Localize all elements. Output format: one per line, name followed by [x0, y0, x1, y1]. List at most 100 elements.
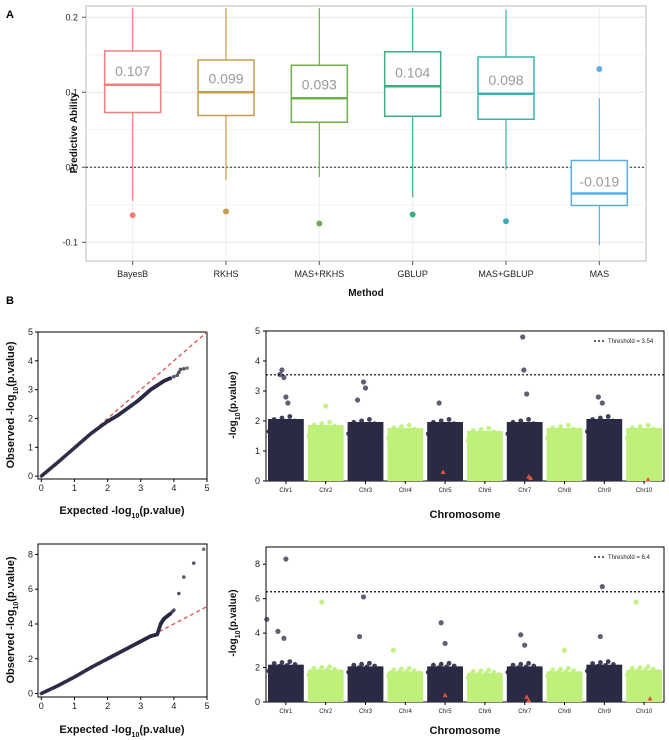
manhattan-top-snp-point: [489, 434, 494, 440]
boxplot-y-tick-label: 0.1: [65, 87, 78, 97]
qq-bottom-point: [177, 591, 181, 596]
manhattan-top-snp-point: [401, 433, 407, 439]
manhattan-bottom-peak-point: [518, 632, 524, 638]
manhattan-bottom-snp-point: [510, 662, 516, 668]
manhattan-top-snp-point: [316, 426, 322, 432]
manhattan-top-snp-point: [396, 429, 402, 435]
manhattan-top-snp-point: [585, 429, 590, 434]
qq-top-y-tick-label: 0: [28, 471, 33, 481]
manhattan-top-snp-point: [632, 434, 638, 440]
manhattan-bottom-snp-point: [528, 667, 534, 672]
manhattan-bottom-x-tick-label: Chr9: [598, 709, 612, 715]
manhattan-top-peak-point: [323, 403, 329, 409]
manhattan-top-snp-point: [441, 428, 447, 434]
manhattan-bottom-snp-point: [650, 666, 656, 672]
axis-title-subscript: 10: [235, 630, 242, 638]
manhattan-bottom-snp-point: [274, 667, 280, 673]
qq-bottom-y-tick-label: 4: [28, 619, 33, 629]
manhattan-bottom-snp-point: [558, 666, 563, 672]
qq-top-point: [172, 374, 176, 379]
boxplot-median-label: 0.099: [208, 70, 243, 86]
manhattan-bottom-snp-point: [648, 670, 653, 675]
manhattan-bottom-snp-point: [306, 672, 312, 678]
manhattan-top-y-tick-label: 2: [255, 416, 260, 426]
manhattan-top-snp-point: [454, 431, 460, 437]
manhattan-bottom-peak-point: [283, 556, 289, 562]
qq-bottom-x-tick-label: 0: [39, 701, 44, 711]
manhattan-bottom-peak-point: [390, 647, 396, 653]
manhattan-bottom-snp-point: [587, 664, 593, 670]
qq-bottom-y-tick-label: 0: [28, 689, 33, 699]
boxplot-x-tick-label: MAS+RKHS: [294, 269, 344, 279]
manhattan-top-snp-point: [335, 433, 340, 439]
manhattan-top-snp-point: [354, 429, 359, 435]
manhattan-bottom-snp-point: [290, 665, 295, 671]
manhattan-bottom-peak-point: [438, 620, 444, 626]
qq-top-point: [182, 366, 186, 371]
qq-bottom-point: [172, 608, 176, 612]
axis-title-part: (p.value): [5, 341, 17, 387]
manhattan-bottom-peak-point: [599, 584, 605, 590]
manhattan-top-snp-point: [528, 427, 534, 432]
axis-title-subscript: 10: [132, 513, 140, 520]
manhattan-bottom-snp-point: [335, 672, 340, 678]
qq-top-x-tick-label: 2: [105, 483, 110, 493]
qq-top-marks: 0 1 2 3 4 5 0 1 2 3 4 5: [28, 327, 210, 493]
manhattan-top-snp-point: [550, 425, 556, 431]
manhattan-bottom-snp-point: [348, 666, 354, 672]
manhattan-bottom-snp-point: [491, 669, 497, 675]
manhattan-top-y-tick-label: 0: [255, 476, 260, 486]
manhattan-top-peak-point: [360, 379, 367, 385]
manhattan-bottom-snp-point: [271, 661, 277, 666]
manhattan-bottom-peak-point: [356, 633, 363, 640]
manhattan-top-snp-point: [473, 436, 479, 442]
boxplot-y-axis-title: Predictive Ability: [69, 92, 80, 173]
manhattan-top-snp-point: [369, 427, 375, 432]
manhattan-top-snp-point: [496, 433, 502, 438]
manhattan-top-snp-point: [608, 424, 614, 430]
manhattan-top-snp-point: [553, 434, 558, 440]
manhattan-bottom-x-tick-label: Chr7: [518, 709, 532, 715]
manhattan-bottom-snp-point: [359, 661, 364, 667]
manhattan-bottom-snp-point: [616, 664, 621, 670]
manhattan-top-snp-point: [587, 423, 593, 428]
manhattan-bottom-x-axis-title: Chromosome: [430, 725, 501, 737]
qq-top-x-tick-label: 5: [204, 483, 209, 493]
manhattan-bottom-snp-point: [314, 671, 319, 677]
manhattan-bottom-snp-point: [523, 664, 529, 670]
manhattan-bottom-snp-point: [372, 663, 377, 669]
manhattan-bottom-y-tick-label: 2: [255, 663, 260, 673]
axis-title-part: (p.value): [228, 589, 239, 630]
manhattan-top-snp-point: [433, 429, 439, 435]
manhattan-bottom-peak-point: [561, 647, 568, 653]
qq-bottom-y-tick-label: 8: [28, 549, 33, 559]
boxplot-median-label: 0.107: [115, 63, 150, 79]
manhattan-bottom-snp-point: [319, 665, 325, 670]
manhattan-bottom-snp-point: [613, 668, 619, 674]
manhattan-bottom-snp-point: [592, 667, 598, 673]
manhattan-top-snp-point: [337, 428, 343, 433]
manhattan-top-snp-point: [361, 428, 367, 434]
manhattan-top-snp-point: [521, 428, 526, 434]
qq-top-y-axis-title-text: Observed -log10(p.value): [5, 341, 20, 468]
manhattan-bottom-snp-point: [287, 659, 293, 665]
panel-label-b: B: [6, 295, 14, 307]
manhattan-bottom-snp-point: [322, 670, 327, 676]
manhattan-bottom-legend-label: Threshold = 6.4: [608, 555, 651, 561]
manhattan-top-x-tick-label: Chr2: [319, 488, 333, 494]
manhattan-top-snp-point: [311, 422, 317, 428]
manhattan-top-snp-point: [616, 423, 621, 428]
manhattan-bottom-snp-point: [374, 669, 380, 675]
manhattan-bottom-x-tick-label: Chr1: [279, 709, 293, 715]
axis-title-part: (p.value): [139, 724, 185, 736]
manhattan-top-qtl-marker: [645, 477, 651, 482]
qq-bottom-y-axis-title-text: Observed -log10(p.value): [5, 556, 20, 683]
manhattan-bottom-snp-point: [295, 668, 300, 674]
manhattan-top-snp-point: [266, 429, 272, 434]
boxplot-x-tick-label: RKHS: [213, 269, 238, 279]
manhattan-top-snp-point: [322, 430, 327, 436]
manhattan-top-peak-point: [354, 397, 361, 403]
manhattan-bottom-snp-point: [513, 668, 518, 674]
